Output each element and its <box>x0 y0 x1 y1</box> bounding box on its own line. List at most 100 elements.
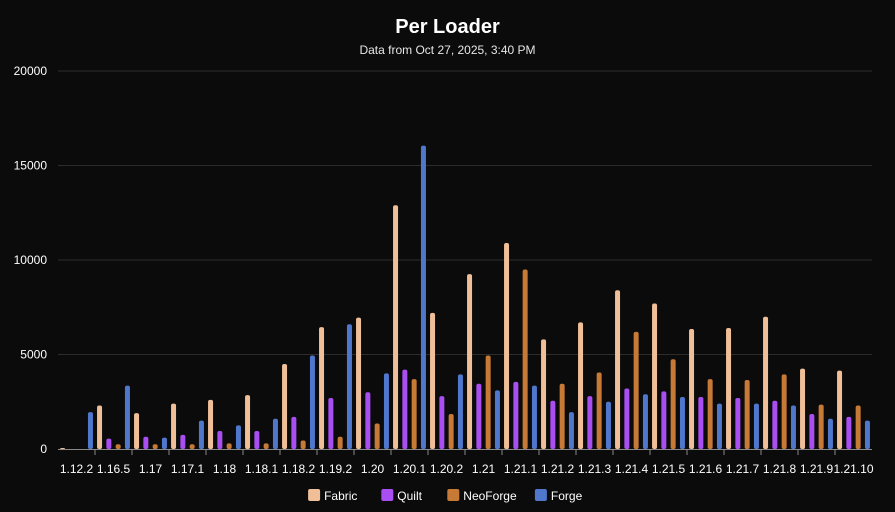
bar-fabric[interactable] <box>837 370 843 449</box>
bar-forge[interactable] <box>864 420 870 449</box>
bar-fabric[interactable] <box>356 317 362 449</box>
bar-fabric[interactable] <box>652 303 658 449</box>
bar-forge[interactable] <box>383 373 389 449</box>
bar-fabric[interactable] <box>541 339 547 449</box>
bar-fabric[interactable] <box>134 413 140 449</box>
bar-fabric[interactable] <box>504 242 510 449</box>
bar-fabric[interactable] <box>97 405 103 449</box>
bar-fabric[interactable] <box>763 316 769 449</box>
bar-forge[interactable] <box>642 394 648 449</box>
bar-neoforge[interactable] <box>633 331 639 449</box>
bar-quilt[interactable] <box>624 388 630 449</box>
x-tick-label: 1.21.2 <box>541 462 575 476</box>
legend-swatch-neoforge[interactable] <box>447 489 460 501</box>
bar-fabric[interactable] <box>578 322 584 449</box>
bar-forge[interactable] <box>568 412 574 449</box>
bar-neoforge[interactable] <box>226 443 232 449</box>
bar-quilt[interactable] <box>402 369 408 449</box>
legend-swatch-quilt[interactable] <box>381 489 394 501</box>
bar-fabric[interactable] <box>208 399 214 449</box>
bar-quilt[interactable] <box>661 391 667 449</box>
legend-label-neoforge[interactable]: NeoForge <box>463 489 517 503</box>
bar-forge[interactable] <box>87 412 93 449</box>
bar-fabric[interactable] <box>171 403 177 449</box>
bar-quilt[interactable] <box>772 400 778 449</box>
bar-forge[interactable] <box>161 437 167 449</box>
bar-quilt[interactable] <box>365 392 371 449</box>
bar-forge[interactable] <box>124 385 130 449</box>
legend-swatch-fabric[interactable] <box>308 489 321 501</box>
bar-fabric[interactable] <box>319 327 325 449</box>
bar-quilt[interactable] <box>550 400 556 449</box>
bar-neoforge[interactable] <box>115 444 121 449</box>
bar-quilt[interactable] <box>846 416 852 449</box>
bar-quilt[interactable] <box>476 383 482 449</box>
bar-neoforge[interactable] <box>374 423 380 449</box>
bar-forge[interactable] <box>235 425 241 449</box>
bar-neoforge[interactable] <box>189 444 195 449</box>
bar-quilt[interactable] <box>143 436 149 449</box>
bar-forge[interactable] <box>198 420 204 449</box>
bar-quilt[interactable] <box>217 431 223 449</box>
bar-forge[interactable] <box>753 403 759 449</box>
y-tick-label: 0 <box>40 442 47 456</box>
bar-fabric[interactable] <box>689 328 695 449</box>
legend-label-quilt[interactable]: Quilt <box>397 489 422 503</box>
bar-forge[interactable] <box>272 418 278 449</box>
bar-neoforge[interactable] <box>744 380 750 449</box>
bar-neoforge[interactable] <box>559 383 565 449</box>
bar-quilt[interactable] <box>254 431 260 449</box>
bar-quilt[interactable] <box>439 396 445 449</box>
bar-fabric[interactable] <box>615 290 621 449</box>
bar-neoforge[interactable] <box>855 405 861 449</box>
bar-fabric[interactable] <box>800 368 806 449</box>
bar-quilt[interactable] <box>513 381 519 449</box>
chart-subtitle: Data from Oct 27, 2025, 3:40 PM <box>359 43 535 57</box>
bar-quilt[interactable] <box>106 438 112 449</box>
bar-neoforge[interactable] <box>448 414 454 449</box>
bar-quilt[interactable] <box>698 397 704 449</box>
bar-neoforge[interactable] <box>152 444 158 449</box>
bar-fabric[interactable] <box>60 448 66 449</box>
bar-quilt[interactable] <box>587 396 593 449</box>
chart-title: Per Loader <box>395 16 500 38</box>
bar-neoforge[interactable] <box>818 404 824 449</box>
bar-neoforge[interactable] <box>411 379 417 449</box>
bar-neoforge[interactable] <box>263 443 269 449</box>
bar-fabric[interactable] <box>245 395 251 449</box>
bar-forge[interactable] <box>790 405 796 449</box>
bar-fabric[interactable] <box>282 363 288 449</box>
bar-neoforge[interactable] <box>300 440 306 449</box>
bar-neoforge[interactable] <box>522 269 528 449</box>
bar-forge[interactable] <box>531 385 537 449</box>
bar-forge[interactable] <box>420 145 426 449</box>
bar-quilt[interactable] <box>809 414 815 449</box>
bar-forge[interactable] <box>716 403 722 449</box>
bar-neoforge[interactable] <box>596 372 602 449</box>
y-tick-label: 10000 <box>14 253 48 267</box>
bar-fabric[interactable] <box>467 274 473 449</box>
bar-neoforge[interactable] <box>337 436 343 449</box>
bar-forge[interactable] <box>605 401 611 449</box>
bar-quilt[interactable] <box>291 416 297 449</box>
bar-neoforge[interactable] <box>707 379 713 449</box>
legend-label-fabric[interactable]: Fabric <box>324 489 357 503</box>
bar-fabric[interactable] <box>430 312 436 449</box>
bar-forge[interactable] <box>827 418 833 449</box>
bar-forge[interactable] <box>346 324 352 449</box>
bar-quilt[interactable] <box>328 397 334 449</box>
bar-fabric[interactable] <box>393 205 399 449</box>
bar-forge[interactable] <box>679 397 685 449</box>
bar-forge[interactable] <box>457 374 463 449</box>
bar-neoforge[interactable] <box>485 355 491 449</box>
bar-quilt[interactable] <box>180 434 186 449</box>
bar-quilt[interactable] <box>735 397 741 449</box>
legend-swatch-forge[interactable] <box>534 489 547 501</box>
bar-neoforge[interactable] <box>670 359 676 449</box>
bar-neoforge[interactable] <box>781 374 787 449</box>
legend-label-forge[interactable]: Forge <box>551 489 583 503</box>
bar-forge[interactable] <box>309 355 315 449</box>
bar-forge[interactable] <box>494 390 500 449</box>
bar-fabric[interactable] <box>726 328 732 449</box>
